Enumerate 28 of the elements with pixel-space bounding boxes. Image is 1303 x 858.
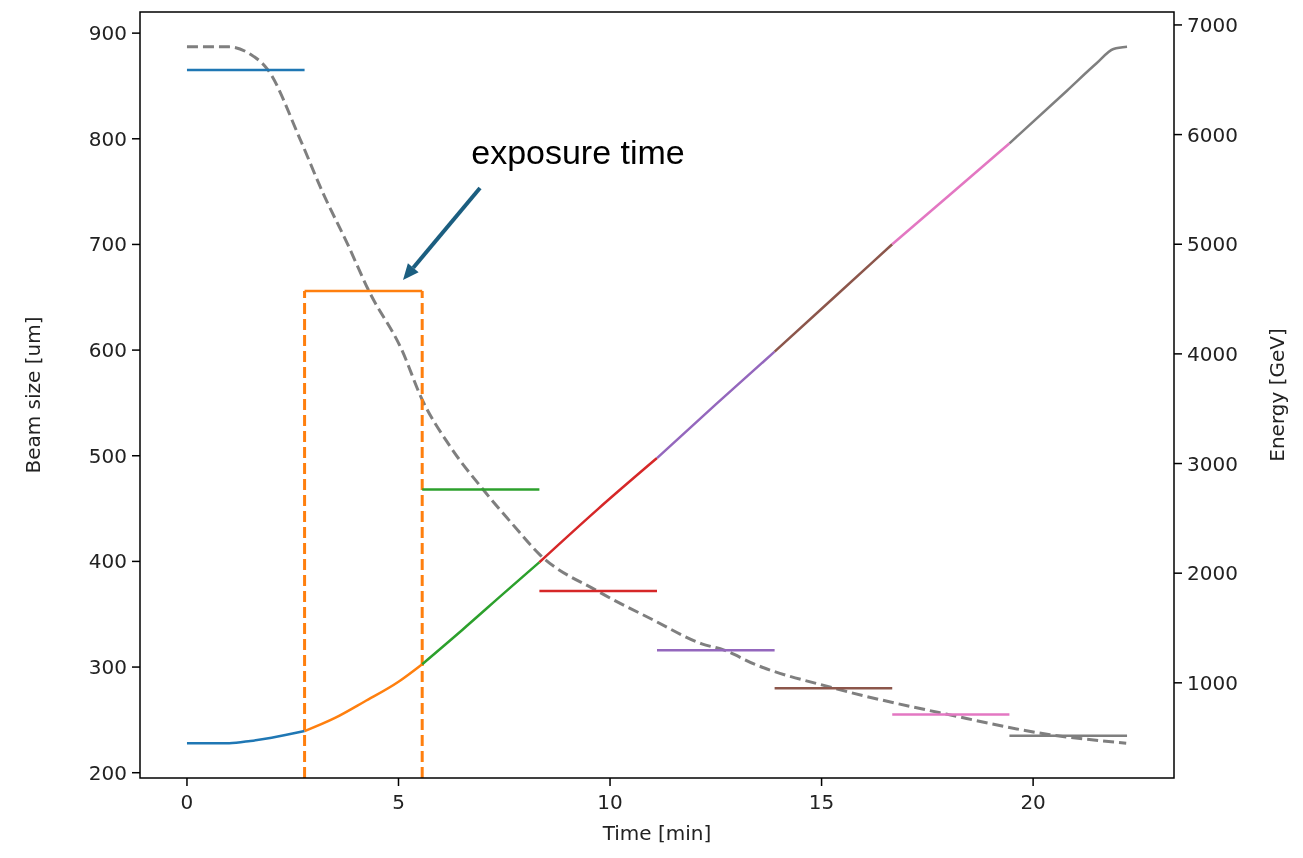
y-tick-label: 200 [88,760,127,785]
y2-tick-label: 5000 [1187,232,1238,257]
annotation: exposure time [471,133,685,171]
x-axis-title: Time [min] [601,821,712,845]
x-tick-label: 5 [392,790,405,814]
line-series [420,560,541,666]
y2-axis-title: Energy [GeV] [1265,328,1289,462]
y2-tick-label: 6000 [1187,122,1238,147]
line-series [1008,45,1129,145]
line-series [185,729,306,745]
y-tick-label: 700 [88,232,127,257]
x-tick-label: 0 [180,790,194,814]
y-tick-label: 500 [88,443,127,468]
y2-tick-label: 4000 [1187,341,1238,366]
y2-tick-label: 1000 [1187,670,1238,695]
y-tick-label: 800 [88,126,127,151]
y-tick-label: 900 [88,21,127,46]
x-tick-label: 15 [808,790,835,814]
line-series [185,45,1128,745]
y2-tick-label: 2000 [1187,561,1238,586]
x-tick-label: 20 [1020,790,1046,814]
y-tick-label: 600 [88,338,127,363]
x-tick-label: 10 [597,790,623,814]
y-tick-label: 300 [88,655,127,680]
y2-tick-label: 3000 [1187,451,1238,476]
y-tick-label: 400 [88,549,127,574]
y-axis-title: Beam size [um] [21,316,45,474]
y2-tick-label: 7000 [1187,12,1238,37]
